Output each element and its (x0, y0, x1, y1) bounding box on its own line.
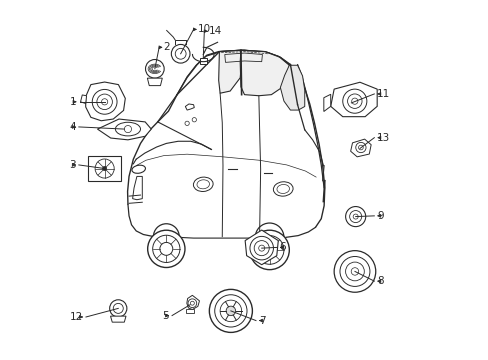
Text: 5: 5 (162, 311, 169, 320)
Polygon shape (110, 316, 126, 322)
Circle shape (345, 207, 365, 226)
Bar (199, 58, 206, 64)
Polygon shape (126, 50, 325, 243)
Circle shape (209, 289, 252, 332)
Text: 13: 13 (376, 133, 389, 143)
Text: 1: 1 (70, 97, 77, 107)
Circle shape (249, 230, 289, 270)
Polygon shape (85, 82, 125, 121)
Text: 2: 2 (163, 42, 170, 52)
Text: 14: 14 (208, 26, 222, 36)
Polygon shape (186, 295, 199, 310)
Polygon shape (185, 309, 194, 314)
Circle shape (225, 306, 235, 316)
Circle shape (109, 300, 126, 317)
Text: 12: 12 (70, 312, 83, 322)
Polygon shape (81, 95, 86, 104)
Ellipse shape (115, 122, 140, 136)
Text: 10: 10 (198, 24, 211, 35)
Text: 4: 4 (69, 122, 76, 132)
Polygon shape (244, 230, 278, 265)
Text: 9: 9 (376, 211, 383, 221)
FancyBboxPatch shape (88, 156, 121, 181)
Polygon shape (218, 50, 241, 93)
Circle shape (147, 230, 184, 267)
Polygon shape (97, 119, 151, 140)
Polygon shape (323, 94, 330, 112)
Text: 11: 11 (376, 89, 389, 99)
Circle shape (102, 166, 106, 171)
Polygon shape (240, 50, 289, 96)
Polygon shape (330, 82, 376, 117)
Text: 7: 7 (258, 316, 265, 325)
Polygon shape (147, 78, 162, 86)
Circle shape (145, 59, 164, 78)
Ellipse shape (273, 182, 292, 196)
Polygon shape (350, 139, 370, 157)
Ellipse shape (193, 177, 213, 192)
Text: 6: 6 (279, 242, 285, 252)
Text: 8: 8 (376, 276, 383, 286)
Polygon shape (185, 104, 194, 110)
Circle shape (333, 251, 375, 292)
Circle shape (171, 44, 190, 63)
Polygon shape (280, 65, 304, 110)
Text: 3: 3 (69, 160, 76, 170)
